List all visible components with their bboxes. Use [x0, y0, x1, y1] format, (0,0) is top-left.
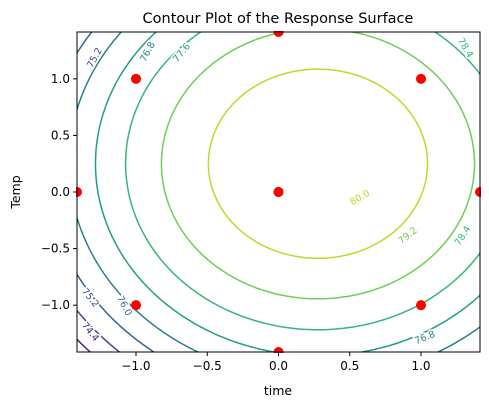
y-tick-label: 0.0	[51, 185, 70, 199]
design-point	[273, 187, 284, 197]
x-tick-label: 1.0	[411, 359, 430, 373]
contour-line-79-2	[160, 32, 476, 300]
y-tick-label: 0.5	[51, 128, 70, 142]
contour-label: 76.0	[114, 294, 134, 318]
y-tick-label: −0.5	[41, 242, 70, 256]
x-tick-label: 0.0	[269, 359, 288, 373]
contour-line-80	[207, 68, 429, 260]
design-point	[416, 300, 427, 311]
contour-label: 74.4	[79, 320, 101, 343]
contour-line-74-4	[77, 338, 92, 352]
contour-label: 75.2	[79, 286, 101, 309]
contour-label: 76.8	[413, 329, 437, 347]
y-axis-ticks: −1.0 −0.5 0.0 0.5 1.0	[41, 72, 77, 312]
contour-label: 78.4	[455, 36, 475, 60]
y-tick-label: −1.0	[41, 298, 70, 312]
y-axis-title: Temp	[8, 175, 23, 209]
design-point	[416, 73, 427, 84]
y-tick-label: 1.0	[51, 72, 70, 86]
x-tick-label: −1.0	[121, 359, 150, 373]
x-tick-label: −0.5	[193, 359, 222, 373]
x-axis-title: time	[264, 383, 293, 398]
contour-line-76	[77, 32, 156, 352]
chart-title: Contour Plot of the Response Surface	[143, 11, 414, 27]
contour-label: 76.8	[138, 40, 158, 64]
x-tick-label: 0.5	[340, 359, 359, 373]
contour-line-75-2	[77, 309, 121, 352]
contour-label: 79.2	[396, 225, 419, 247]
contour-line-78-4	[124, 32, 480, 331]
design-point	[130, 73, 141, 84]
contour-label: 77.6	[171, 41, 193, 64]
contour-label: 80.0	[348, 188, 372, 208]
design-point	[130, 300, 141, 311]
contour-lines	[77, 32, 480, 352]
x-axis-ticks: −1.0 −0.5 0.0 0.5 1.0	[121, 352, 431, 373]
